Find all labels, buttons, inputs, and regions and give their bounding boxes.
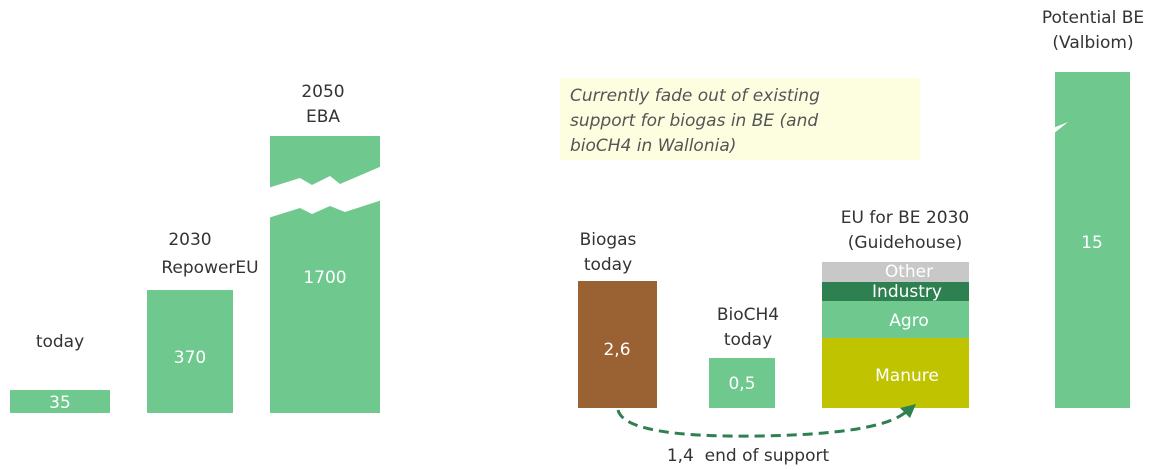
segment-label: Industry <box>872 282 942 302</box>
bar-value: 1700 <box>303 268 346 288</box>
bar-label: EBA <box>306 107 340 127</box>
bar-label: today <box>36 332 84 352</box>
bar-label: Biogas <box>580 230 637 250</box>
bar-label: 2050 <box>301 82 344 102</box>
bar-label: today <box>584 255 632 275</box>
bar-value: 370 <box>174 348 206 368</box>
segment <box>822 301 969 338</box>
bar <box>1055 72 1130 408</box>
bar-label: (Guidehouse) <box>848 233 962 253</box>
segment <box>822 262 969 282</box>
bar-value: 0,5 <box>728 374 755 394</box>
bar <box>709 358 775 408</box>
bar-label: Potential BE <box>1042 8 1144 28</box>
bar-label: (Valbiom) <box>1052 33 1133 53</box>
note-box <box>560 78 920 160</box>
segment-label: Manure <box>875 366 939 386</box>
bar <box>578 281 657 408</box>
segment-label: Other <box>885 262 933 282</box>
bar-label: today <box>724 330 772 350</box>
bar-value: 35 <box>49 393 71 413</box>
bar-label: EU for BE 2030 <box>841 208 969 228</box>
note-line: bioCH4 in Wallonia) <box>570 136 736 156</box>
axis-break <box>268 166 382 218</box>
bar-label: 2030 <box>168 230 211 250</box>
segment <box>822 338 969 408</box>
bar-value: 2,6 <box>603 340 630 360</box>
arrow <box>616 409 907 438</box>
bar <box>147 290 233 413</box>
bar-label: BioCH4 <box>717 305 779 325</box>
arrow-label: 1,4 end of support <box>667 446 830 466</box>
axis-break <box>1053 122 1068 134</box>
note-line: Currently fade out of existing <box>570 86 820 106</box>
segment <box>822 282 969 301</box>
segment-label: Agro <box>889 311 928 331</box>
note-line: support for biogas in BE (and <box>570 111 818 131</box>
bar-label: RepowerEU <box>161 258 258 278</box>
bar-value: 15 <box>1081 233 1103 253</box>
arrow-head <box>900 404 916 418</box>
bar <box>10 390 110 413</box>
